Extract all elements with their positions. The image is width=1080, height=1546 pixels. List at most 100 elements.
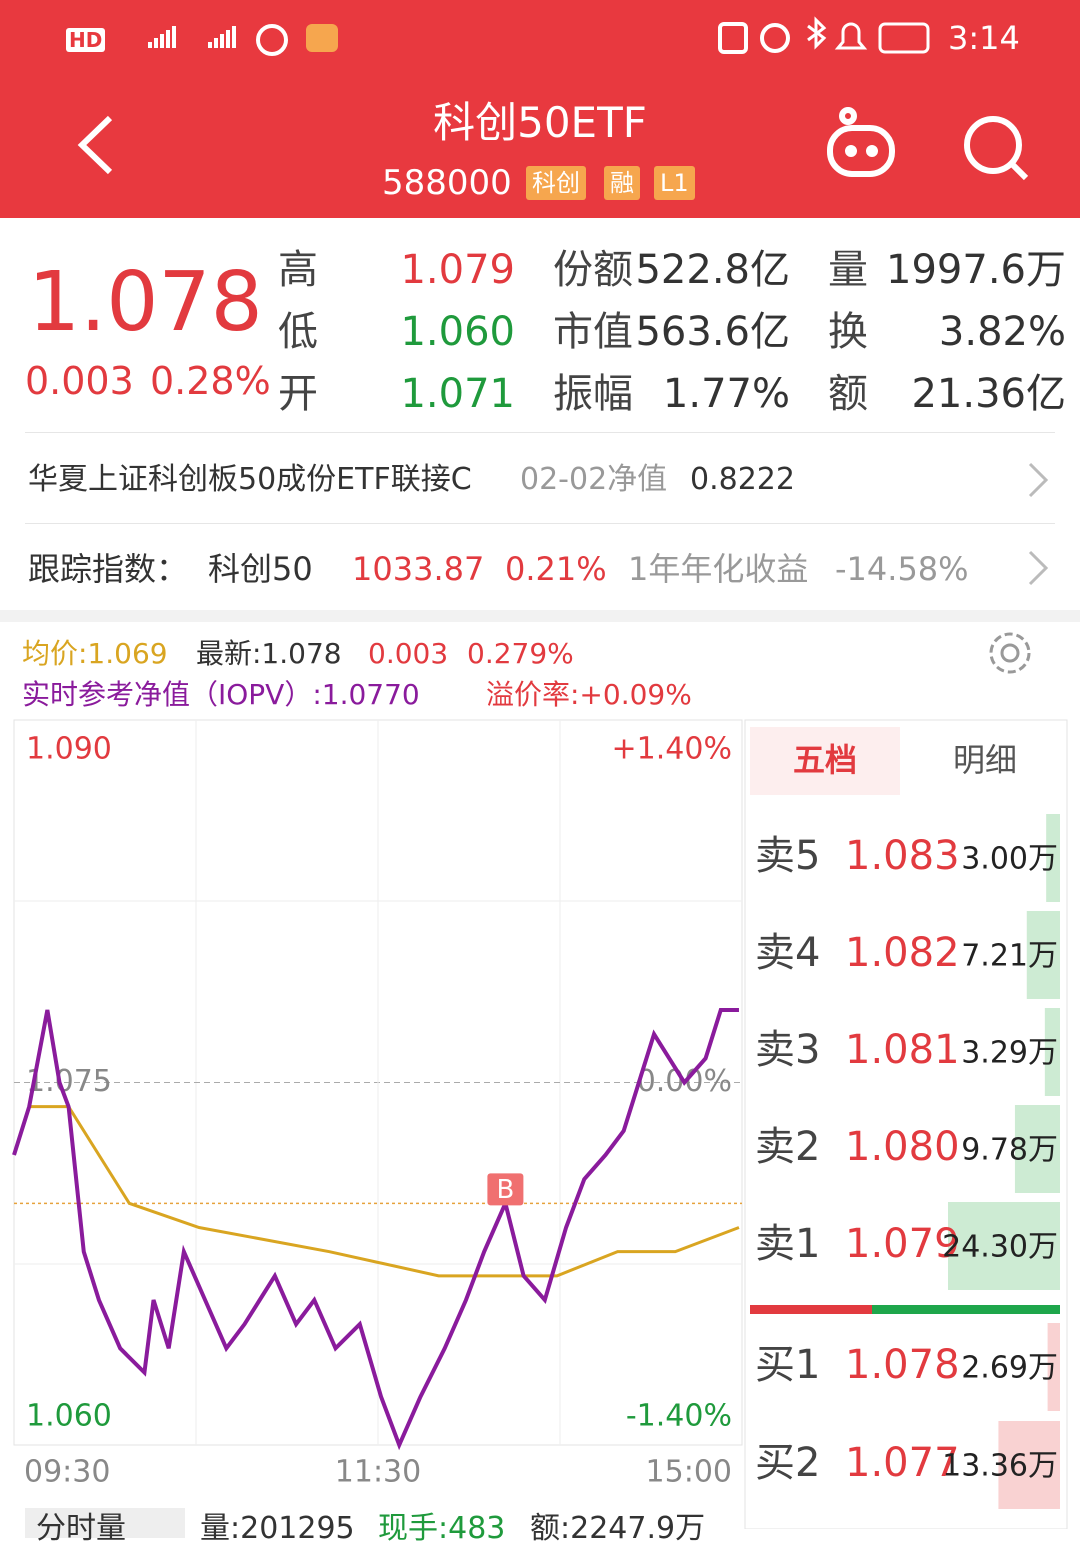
settings-button[interactable] [989, 632, 1031, 674]
volume-bar [1014, 1105, 1060, 1193]
ratio-bar-sell [872, 1305, 1060, 1314]
order-volume: 7.21万 [961, 939, 1058, 974]
volume-bar [1026, 911, 1060, 999]
stat-label: 市值 [553, 309, 633, 355]
order-price: 1.077 [845, 1440, 960, 1486]
header-code: 588000 [382, 163, 512, 203]
price-change: 0.003 [25, 359, 134, 403]
order-level: 买1 [755, 1342, 820, 1388]
order-volume: 13.36万 [942, 1449, 1058, 1484]
order-price: 1.078 [845, 1342, 960, 1388]
order-volume: 3.29万 [961, 1036, 1058, 1071]
order-level: 卖3 [755, 1027, 820, 1073]
stat-value: 563.6亿 [635, 309, 790, 355]
order-level: 买2 [755, 1440, 820, 1486]
status-time: 3:14 [948, 19, 1020, 57]
latest-price: 最新:1.078 [196, 637, 342, 670]
divider [25, 432, 1055, 433]
order-volume: 2.69万 [961, 1351, 1058, 1386]
trade-marker [487, 1173, 524, 1206]
stat-value: 1.060 [400, 309, 515, 355]
chart-change: 0.003 [368, 637, 449, 670]
volume-bar [1047, 1323, 1060, 1411]
tag: 融 [604, 166, 640, 200]
price-change-pct: 0.28% [150, 359, 271, 403]
order-level: 卖5 [755, 833, 820, 879]
order-price: 1.082 [845, 930, 960, 976]
volume-bar [948, 1202, 1060, 1290]
avg-line [29, 1105, 740, 1278]
robot-button[interactable] [827, 107, 895, 177]
stat-value: 21.36亿 [911, 371, 1066, 417]
order-level: 卖4 [755, 930, 820, 976]
y2-tick-label: +1.40% [612, 732, 732, 767]
stat-label: 开 [278, 371, 318, 417]
order-book-frame [744, 719, 1068, 1529]
section-gap [0, 610, 1080, 622]
order-level: 卖1 [755, 1221, 820, 1267]
stat-value: 522.8亿 [635, 247, 790, 293]
stat-label: 量 [828, 247, 868, 293]
stat-label: 额 [828, 371, 868, 417]
return-value: -14.58% [835, 550, 969, 588]
stat-label: 份额 [553, 247, 633, 293]
search-button[interactable] [964, 116, 1029, 181]
y2-tick-label: -1.40% [626, 1399, 732, 1434]
tab[interactable]: 五档 [792, 741, 857, 779]
fund-date: 02-02净值 [520, 462, 668, 497]
x-tick-label: 15:00 [646, 1455, 732, 1490]
tab[interactable]: 明细 [952, 741, 1017, 779]
order-level: 卖2 [755, 1124, 820, 1170]
order-volume: 24.30万 [942, 1230, 1058, 1265]
avg-price: 均价:1.069 [22, 637, 168, 670]
stat-label: 低 [278, 309, 318, 355]
order-volume: 3.00万 [961, 842, 1058, 877]
tracking-value: 1033.87 [352, 550, 485, 588]
tracking-index[interactable]: 科创50 [208, 550, 313, 588]
volume-bar [1044, 1008, 1060, 1096]
trade-marker-label: B [496, 1175, 514, 1205]
stat-label: 高 [278, 247, 318, 293]
tag: 科创 [526, 166, 586, 200]
chevron[interactable] [1028, 550, 1049, 586]
back-button[interactable] [77, 115, 113, 175]
order-price: 1.081 [845, 1027, 960, 1073]
network-badge: HD [66, 28, 106, 52]
tracking-label: 跟踪指数： [28, 550, 189, 588]
stat-value: 3.82% [938, 309, 1066, 355]
volume-bar [1046, 814, 1060, 902]
iopv: 实时参考净值（IOPV）:1.0770 [22, 678, 420, 711]
tab-active-bg [750, 727, 900, 795]
stat-value: 1.079 [400, 247, 515, 293]
volume-bar [998, 1421, 1060, 1509]
y-tick-label: 1.090 [26, 732, 112, 767]
ratio-bar-buy [750, 1305, 872, 1314]
stat-label: 振幅 [553, 371, 633, 417]
premium: 溢价率:+0.09% [486, 678, 692, 711]
y-tick-label: 1.075 [26, 1064, 112, 1099]
price-line [12, 1008, 739, 1451]
stat-value: 1.77% [662, 371, 790, 417]
y-tick-label: 1.060 [26, 1399, 112, 1434]
stat-value: 1997.6万 [886, 247, 1066, 293]
fund-nav: 0.8222 [690, 462, 795, 497]
fund-name[interactable]: 华夏上证科创板50成份ETF联接C [28, 462, 472, 497]
chart-pct: 0.279% [467, 637, 574, 670]
header-title: 科创50ETF [433, 98, 647, 147]
order-price: 1.080 [845, 1124, 960, 1170]
stat-label: 换 [828, 309, 868, 355]
chevron[interactable] [1028, 462, 1049, 498]
order-price: 1.079 [845, 1221, 960, 1267]
order-volume: 9.78万 [961, 1133, 1058, 1168]
last-price: 1.078 [28, 255, 263, 350]
x-tick-label: 09:30 [24, 1455, 110, 1490]
stat-value: 1.071 [400, 371, 515, 417]
tag: L1 [654, 166, 695, 200]
status-icons [148, 16, 930, 56]
return-label: 1年年化收益 [628, 550, 809, 588]
tracking-pct: 0.21% [505, 550, 607, 588]
